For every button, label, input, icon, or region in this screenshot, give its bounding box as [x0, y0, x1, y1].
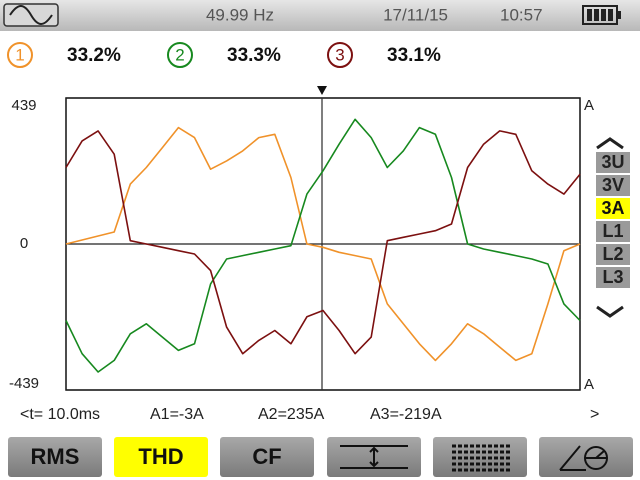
cursor-a3: A3=-219A [370, 406, 442, 423]
menu-down-arrow[interactable] [596, 305, 624, 318]
menu-item[interactable]: L3 [602, 267, 623, 287]
menu-up-arrow[interactable] [596, 137, 624, 150]
menu-item-bg[interactable] [596, 175, 630, 196]
button-label[interactable]: RMS [31, 444, 80, 469]
vector-button[interactable] [539, 437, 633, 477]
button-bg[interactable] [114, 437, 208, 477]
button-bg[interactable] [8, 437, 102, 477]
channel-number: 1 [15, 45, 24, 64]
y-tick-label: 0 [20, 235, 28, 252]
cursor-a2: A2=235A [258, 406, 325, 423]
menu-item[interactable]: L1 [602, 221, 623, 241]
menu-item-bg[interactable] [596, 198, 630, 219]
y-unit-top: A [584, 97, 594, 114]
button-bg[interactable] [220, 437, 314, 477]
status-bar [0, 0, 640, 31]
waveform [65, 126, 581, 362]
y-tick-label: 439 [11, 97, 36, 114]
menu-item[interactable]: 3A [601, 198, 624, 218]
zoom-button[interactable] [327, 437, 421, 477]
menu-item[interactable]: L2 [602, 244, 623, 264]
table-button[interactable] [433, 437, 527, 477]
channel-thd: 33.2% [67, 45, 121, 66]
battery-icon [582, 5, 621, 25]
frequency: 49.99 Hz [206, 5, 274, 24]
menu-item-bg[interactable] [596, 244, 630, 265]
cursor-time: <t= 10.0ms [20, 406, 100, 423]
channel-number: 3 [335, 45, 344, 64]
y-tick-label: -439 [9, 375, 39, 392]
menu-item[interactable]: 3V [602, 175, 624, 195]
channel-thd: 33.1% [387, 45, 441, 66]
cursor-next[interactable]: > [590, 406, 599, 423]
time: 10:57 [500, 5, 543, 24]
menu-item[interactable]: 3U [601, 152, 624, 172]
channel-circle [167, 42, 193, 68]
button-label[interactable]: CF [252, 444, 281, 469]
channel-circle [7, 42, 33, 68]
mode-icon [3, 3, 59, 27]
button-label[interactable]: THD [138, 444, 183, 469]
menu-item-bg[interactable] [596, 152, 630, 173]
y-unit-bottom: A [584, 376, 594, 393]
cursor-marker [317, 86, 327, 95]
menu-item-bg[interactable] [596, 221, 630, 242]
date: 17/11/15 [383, 5, 448, 24]
channel-thd: 33.3% [227, 45, 281, 66]
channel-circle [327, 42, 353, 68]
channel-number: 2 [175, 45, 184, 64]
waveform [65, 130, 581, 355]
waveform [65, 118, 581, 373]
menu-item-bg[interactable] [596, 267, 630, 288]
cursor-a1: A1=-3A [150, 406, 204, 423]
